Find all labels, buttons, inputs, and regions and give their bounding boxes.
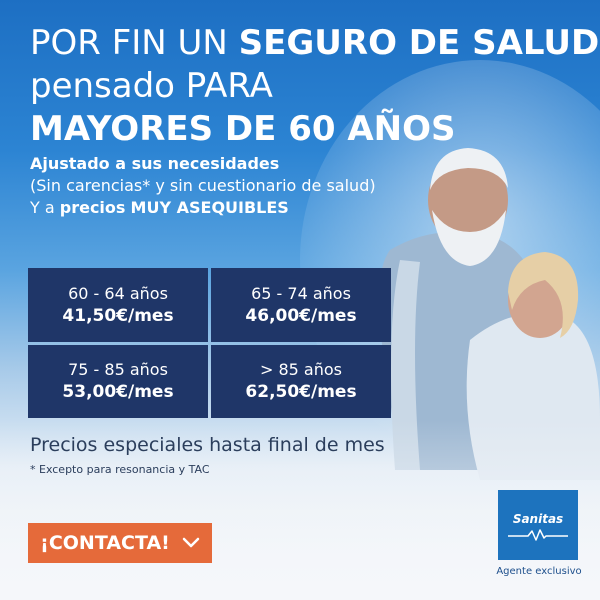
headline: POR FIN UN SEGURO DE SALUD pensado PARA … — [30, 22, 599, 151]
age-range: > 85 años — [259, 360, 342, 380]
contact-button[interactable]: ¡CONTACTA! — [28, 523, 212, 563]
logo-brand: Sanitas — [512, 512, 564, 526]
headline-line-1-bold: SEGURO DE SALUD — [238, 23, 600, 63]
age-range: 75 - 85 años — [68, 360, 168, 380]
price-cell: 65 - 74 años 46,00€/mes — [211, 268, 391, 342]
age-range: 65 - 74 años — [251, 283, 351, 303]
contact-button-label: ¡CONTACTA! — [40, 532, 170, 554]
monthly-price: 41,50€/mes — [62, 305, 174, 326]
headline-line-2: pensado PARA — [30, 66, 273, 106]
chevron-down-icon — [182, 537, 200, 548]
headline-line-1-text: POR FIN UN — [30, 23, 239, 63]
subtext-line-1: Ajustado a sus necesidades — [30, 153, 430, 175]
subtext-line-3-bold-1: precios — [59, 198, 126, 217]
logo-tagline: Agente exclusivo — [496, 566, 582, 577]
price-grid: 60 - 64 años 41,50€/mes 65 - 74 años 46,… — [28, 268, 391, 418]
heartbeat-icon — [508, 529, 568, 541]
footnote: * Excepto para resonancia y TAC — [30, 463, 210, 476]
monthly-price: 62,50€/mes — [245, 382, 357, 403]
headline-line-3: MAYORES DE 60 AÑOS — [30, 109, 456, 149]
subtext-line-3-text: Y a — [30, 198, 60, 217]
age-range: 60 - 64 años — [68, 283, 168, 303]
price-cell: > 85 años 62,50€/mes — [211, 344, 391, 418]
subtext: Ajustado a sus necesidades (Sin carencia… — [30, 153, 430, 219]
special-prices-note: Precios especiales hasta final de mes — [30, 434, 385, 456]
price-cell: 75 - 85 años 53,00€/mes — [28, 344, 208, 418]
headline-line-1: POR FIN UN SEGURO DE SALUD — [30, 22, 599, 65]
subtext-line-2: (Sin carencias* y sin cuestionario de sa… — [30, 176, 376, 195]
monthly-price: 46,00€/mes — [245, 305, 357, 326]
monthly-price: 53,00€/mes — [62, 382, 174, 403]
price-cell: 60 - 64 años 41,50€/mes — [28, 268, 208, 342]
subtext-line-3: Y a precios MUY ASEQUIBLES — [30, 197, 430, 219]
sanitas-logo: Sanitas — [498, 490, 578, 560]
subtext-line-1-bold: Ajustado a sus necesidades — [30, 154, 280, 173]
subtext-line-3-bold-2: MUY ASEQUIBLES — [130, 198, 289, 217]
